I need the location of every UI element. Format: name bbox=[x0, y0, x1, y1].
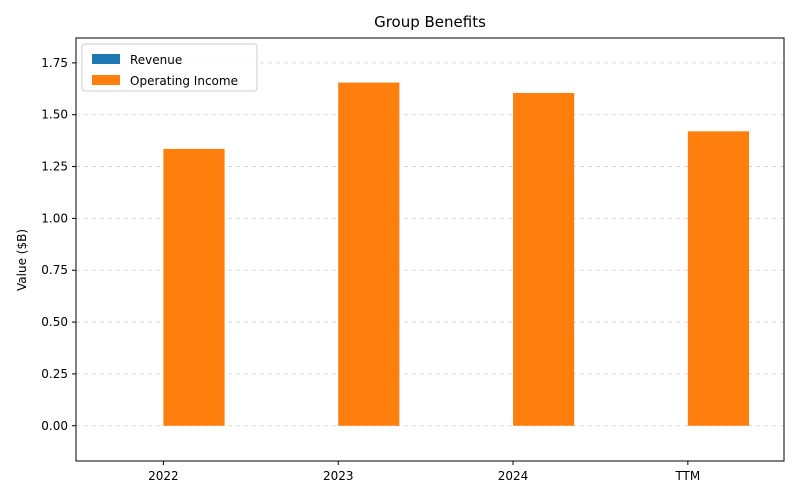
chart-title: Group Benefits bbox=[374, 13, 486, 31]
y-tick-label: 0.75 bbox=[41, 263, 68, 277]
legend-label: Revenue bbox=[130, 53, 182, 67]
y-axis-label: Value ($B) bbox=[15, 229, 29, 291]
legend-swatch bbox=[92, 54, 120, 64]
gridlines bbox=[76, 62, 784, 427]
bar-operating-income bbox=[687, 131, 750, 426]
legend: Revenue Operating Income bbox=[81, 43, 258, 92]
x-tick-label: 2024 bbox=[498, 469, 529, 483]
bars bbox=[163, 82, 750, 426]
x-tick-label: 2022 bbox=[148, 469, 179, 483]
bar-operating-income bbox=[513, 92, 575, 426]
bar-operating-income bbox=[163, 148, 225, 426]
legend-frame bbox=[81, 43, 258, 92]
y-tick-label: 0.25 bbox=[41, 367, 68, 381]
plot-frame bbox=[75, 37, 785, 462]
y-axis: 0.00 0.25 0.50 0.75 1.00 1.25 1.50 1.75 bbox=[41, 56, 76, 433]
x-tick-label: TTM bbox=[674, 469, 700, 483]
y-tick-label: 1.75 bbox=[41, 56, 68, 70]
bar-operating-income bbox=[338, 82, 400, 426]
y-tick-label: 1.25 bbox=[41, 160, 68, 174]
legend-swatch bbox=[92, 75, 120, 85]
x-tick-label: 2023 bbox=[323, 469, 354, 483]
x-axis: 2022 2023 2024 TTM bbox=[148, 461, 700, 483]
y-tick-label: 1.50 bbox=[41, 108, 68, 122]
legend-label: Operating Income bbox=[130, 74, 238, 88]
y-tick-label: 0.50 bbox=[41, 315, 68, 329]
y-tick-label: 0.00 bbox=[41, 419, 68, 433]
y-tick-label: 1.00 bbox=[41, 211, 68, 225]
